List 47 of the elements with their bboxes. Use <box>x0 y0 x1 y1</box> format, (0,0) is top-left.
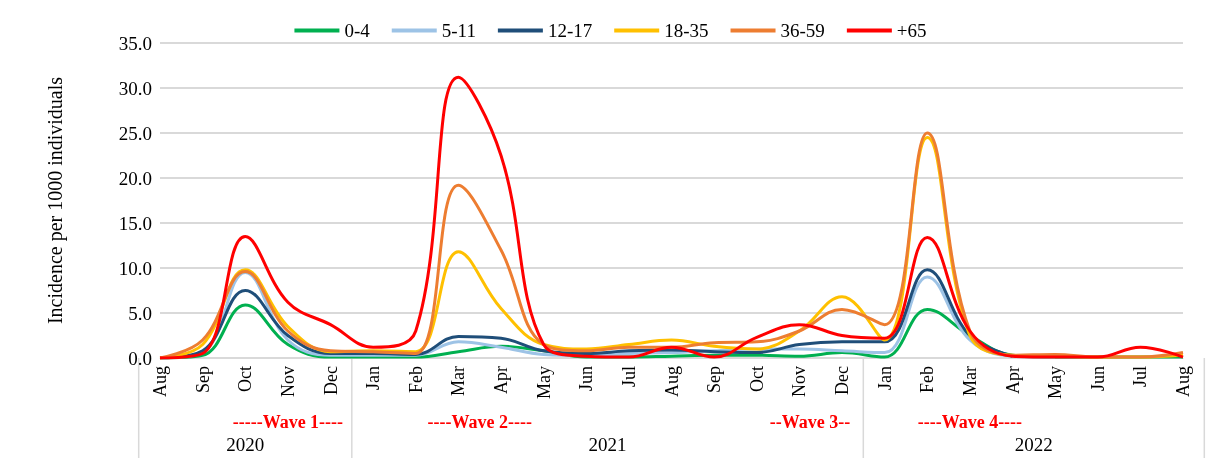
legend-label: 12-17 <box>547 20 593 41</box>
text: 2021 <box>588 433 627 455</box>
x-tick-label: Feb <box>917 366 938 393</box>
y-tick-label: 0.0 <box>128 347 152 369</box>
x-tick-label: Jun <box>576 366 597 392</box>
text: ----Wave 4---- <box>917 412 1023 432</box>
y-tick-label: 10.0 <box>118 257 152 279</box>
x-tick-label: Sep <box>704 366 725 393</box>
x-tick-label: May <box>533 366 554 399</box>
x-tick-label: Jan <box>874 366 895 390</box>
text: -----Wave 1---- <box>232 412 344 432</box>
y-tick-label: 15.0 <box>118 212 152 234</box>
x-tick-label: Apr <box>1002 366 1023 394</box>
y-tick-label: 35.0 <box>118 32 152 54</box>
x-tick-label: Jul <box>1130 366 1151 388</box>
x-tick-label: Nov <box>277 366 298 397</box>
x-tick-label: Feb <box>405 366 426 393</box>
x-tick-label: Apr <box>491 366 511 394</box>
x-tick-label: Oct <box>235 366 256 392</box>
x-tick-label: Jun <box>1087 366 1108 392</box>
y-tick-label: 25.0 <box>118 122 152 144</box>
x-tick-label: Dec <box>832 366 852 395</box>
x-tick-label: Oct <box>746 366 767 392</box>
y-axis-title: Incidence per 1000 individuals <box>44 76 67 325</box>
legend-label: 5-11 <box>441 20 476 41</box>
x-tick-label: Mar <box>448 366 469 396</box>
text: 2020 <box>226 433 265 455</box>
x-tick-label: Nov <box>789 366 810 397</box>
x-tick-label: Dec <box>320 366 341 395</box>
y-tick-label: 20.0 <box>118 167 152 189</box>
legend-label: 0-4 <box>344 20 371 41</box>
x-tick-label: Jul <box>618 366 639 388</box>
legend-label: +65 <box>896 20 927 41</box>
text: --Wave 3-- <box>769 412 851 432</box>
x-tick-label: Aug <box>1173 366 1193 397</box>
y-tick-label: 5.0 <box>128 302 152 324</box>
y-tick-label: 30.0 <box>118 77 152 99</box>
x-tick-label: Aug <box>661 366 682 397</box>
legend-label: 18-35 <box>664 20 709 41</box>
legend-label: 36-59 <box>780 20 825 41</box>
x-tick-label: Jan <box>363 366 384 390</box>
text: 2022 <box>1014 433 1053 455</box>
x-tick-label: Aug <box>150 366 170 397</box>
text: ----Wave 2---- <box>427 412 532 432</box>
x-tick-label: May <box>1045 366 1066 399</box>
x-tick-label: Mar <box>959 366 980 396</box>
x-tick-label: Sep <box>192 366 213 393</box>
